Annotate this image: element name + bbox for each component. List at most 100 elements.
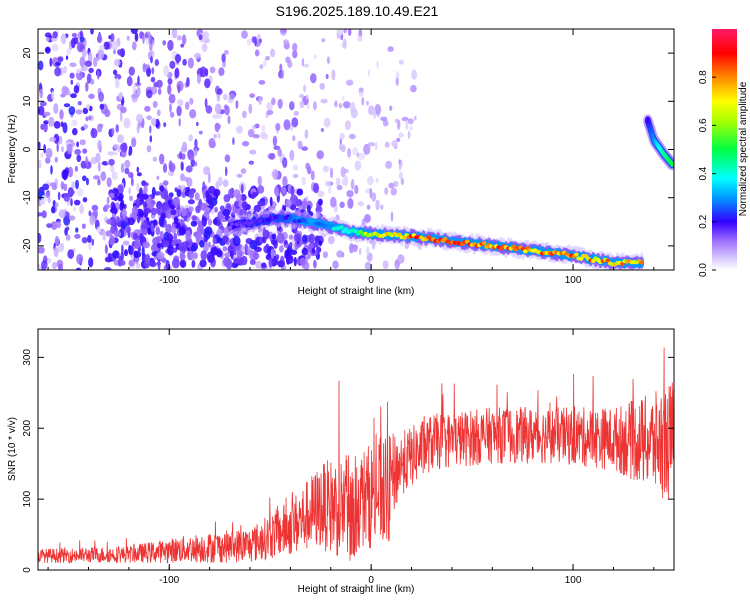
spectrogram-noise-blob	[65, 55, 69, 60]
spectrogram-noise-blob	[66, 200, 71, 206]
spectrogram-noise-blob	[92, 175, 101, 180]
spectrogram-noise-blob	[131, 92, 138, 103]
spectrogram-noise-blob	[39, 101, 47, 107]
spectrogram-noise-blob	[38, 60, 44, 71]
spectrogram-noise-blob	[368, 105, 375, 116]
spectrogram-noise-blob	[134, 82, 142, 87]
spectrogram-noise-blob	[180, 173, 185, 182]
spectrogram-noise-blob	[81, 48, 87, 58]
spectrogram-noise-blob	[65, 234, 71, 241]
spectrogram-energy-blob	[139, 232, 144, 242]
spectrogram-noise-blob	[313, 101, 317, 111]
spectrogram-noise-blob	[146, 66, 151, 77]
spectrogram-noise-blob	[254, 36, 257, 47]
spectrogram-noise-blob	[320, 98, 328, 104]
spectrogram-noise-blob	[124, 167, 130, 175]
spectrogram-noise-blob	[176, 105, 182, 117]
spectrogram-energy-blob	[112, 250, 120, 259]
spectrogram-noise-blob	[224, 154, 231, 163]
spectrogram-noise-blob	[316, 150, 324, 160]
spectrogram-noise-blob	[102, 230, 107, 241]
spectrogram-energy-blob	[210, 246, 219, 256]
spectrogram-noise-blob	[358, 87, 364, 93]
spectrogram-energy-blob	[156, 242, 162, 249]
spectrogram-energy-blob	[303, 200, 307, 211]
spectrogram-energy-blob	[249, 239, 258, 250]
spectrogram-noise-blob	[358, 247, 362, 256]
spectrogram-noise-blob	[96, 226, 101, 233]
spectrogram-energy-blob	[178, 226, 186, 236]
spectrogram-noise-blob	[282, 176, 288, 187]
spectrogram-energy-blob	[143, 207, 152, 214]
spectrogram-energy-blob	[308, 233, 315, 244]
spectrogram-noise-blob	[146, 115, 152, 121]
spectrogram-noise-blob	[346, 79, 354, 86]
spectrogram-noise-blob	[227, 115, 231, 125]
spectrogram-energy-blob	[295, 199, 301, 207]
spectrogram-noise-blob	[48, 137, 57, 142]
spectrogram-noise-blob	[39, 82, 42, 91]
spectrogram-noise-blob	[90, 78, 95, 85]
spectrogram-noise-blob	[301, 146, 309, 151]
x-tick-label: 0	[368, 575, 374, 586]
spectrogram-noise-blob	[137, 75, 140, 85]
spectrogram-energy-blob	[276, 232, 285, 244]
spectrogram-energy-blob	[222, 235, 229, 243]
spectrogram-energy-blob	[251, 191, 258, 198]
spectrogram-noise-blob	[313, 54, 317, 60]
spectrogram-noise-blob	[338, 102, 343, 109]
spectrogram-energy-blob	[289, 249, 298, 256]
spectrogram-noise-blob	[130, 177, 134, 187]
spectrogram-noise-blob	[146, 89, 153, 99]
spectrogram-noise-blob	[97, 139, 102, 151]
spectrogram-energy-blob	[196, 225, 205, 236]
spectrogram-energy-blob	[301, 234, 308, 243]
spectrogram-noise-blob	[70, 93, 77, 99]
spectrogram-energy-blob	[151, 186, 156, 197]
colorbar-tick-label: 0.8	[698, 70, 709, 84]
spectrogram-noise-blob	[168, 93, 176, 104]
spectrogram-noise-blob	[162, 180, 169, 186]
spectrogram-noise-blob	[157, 87, 162, 96]
spectrogram-noise-blob	[144, 32, 148, 39]
spectrogram-noise-blob	[39, 199, 44, 205]
spectrogram-energy-blob	[261, 262, 267, 268]
spectrogram-noise-blob	[38, 246, 45, 254]
spectrogram-track-cell	[578, 256, 584, 261]
spectrogram-noise-blob	[181, 34, 187, 45]
spectrogram-noise-blob	[58, 209, 66, 219]
spectrogram-noise-blob	[305, 94, 309, 100]
spectrogram-noise-blob	[263, 59, 267, 67]
spectrogram-noise-blob	[169, 111, 175, 118]
spectrogram-noise-blob	[91, 204, 99, 212]
spectrogram-noise-blob	[106, 196, 110, 204]
spectrogram-energy-blob	[311, 248, 316, 254]
spectrogram-noise-blob	[303, 84, 306, 93]
spectrogram-noise-blob	[71, 119, 78, 127]
spectrogram-energy-blob	[179, 259, 187, 268]
spectrogram-noise-blob	[49, 182, 57, 187]
spectrogram-noise-blob	[75, 227, 79, 233]
spectrogram-energy-blob	[270, 248, 275, 259]
spectrogram-noise-blob	[54, 67, 62, 77]
spectrogram-energy-blob	[276, 260, 285, 267]
spectrogram-noise-blob	[249, 93, 256, 98]
spectrogram-noise-blob	[332, 260, 339, 269]
spectrogram-noise-blob	[98, 91, 104, 102]
spectrogram-noise-blob	[43, 122, 48, 133]
spectrogram-noise-blob	[390, 211, 394, 222]
spectrogram-noise-blob	[117, 49, 124, 56]
spectrogram-energy-blob	[293, 256, 297, 267]
spectrogram-energy-blob	[117, 193, 124, 201]
spectrogram-noise-blob	[82, 175, 87, 182]
spectrogram-noise-blob	[258, 80, 266, 85]
spectrogram-noise-blob	[89, 215, 96, 226]
spectrogram-energy-blob	[257, 185, 265, 194]
spectrogram-noise-blob	[107, 151, 115, 156]
spectrogram-energy-blob	[143, 184, 148, 195]
spectrogram-noise-blob	[87, 51, 93, 63]
spectrogram-x-axis-label: Height of straight line (km)	[298, 286, 415, 297]
spectrogram-noise-blob	[75, 179, 79, 190]
spectrogram-noise-blob	[236, 173, 243, 178]
